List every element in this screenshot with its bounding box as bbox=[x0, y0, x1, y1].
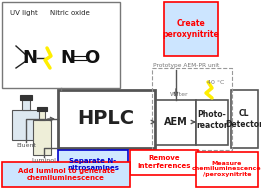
Bar bbox=[39, 110, 45, 120]
Text: Nitric oxide: Nitric oxide bbox=[50, 10, 90, 16]
Text: 40 °C: 40 °C bbox=[207, 80, 225, 85]
Text: Remove
interferences: Remove interferences bbox=[137, 156, 191, 169]
Text: Photo-
reactor: Photo- reactor bbox=[196, 110, 228, 130]
Bar bbox=[37, 107, 47, 111]
Text: N: N bbox=[22, 49, 38, 67]
Text: Create
peroxynitrite: Create peroxynitrite bbox=[163, 19, 220, 39]
Bar bbox=[20, 95, 32, 100]
Text: UV light: UV light bbox=[10, 10, 38, 16]
Bar bbox=[231, 90, 258, 148]
Text: Eluent: Eluent bbox=[16, 143, 36, 148]
Text: Separate N-
nitrosamines: Separate N- nitrosamines bbox=[67, 157, 119, 170]
Bar bbox=[196, 100, 228, 145]
Bar bbox=[2, 2, 120, 88]
Text: HPLC: HPLC bbox=[78, 109, 135, 129]
Bar bbox=[12, 110, 40, 140]
Bar bbox=[156, 100, 196, 145]
Bar bbox=[164, 2, 218, 56]
Bar bbox=[2, 162, 130, 187]
Text: Measure
chemiluminescence
/peroxynitrite: Measure chemiluminescence /peroxynitrite bbox=[192, 161, 261, 177]
Text: CL
Detector: CL Detector bbox=[225, 109, 261, 129]
Bar bbox=[58, 150, 128, 178]
Bar bbox=[33, 120, 51, 155]
Text: AEM: AEM bbox=[164, 117, 188, 127]
Text: N: N bbox=[61, 49, 75, 67]
Text: Add luminol to generate
chemiluminescence: Add luminol to generate chemiluminescenc… bbox=[17, 167, 115, 180]
Bar bbox=[58, 90, 155, 148]
Text: Prototype AEM-PR unit: Prototype AEM-PR unit bbox=[153, 63, 219, 68]
Bar bbox=[130, 150, 198, 175]
Bar bbox=[22, 98, 30, 110]
Text: Luminol: Luminol bbox=[32, 158, 56, 163]
Text: O: O bbox=[84, 49, 100, 67]
Text: Water: Water bbox=[170, 92, 189, 97]
Bar bbox=[196, 152, 258, 187]
Bar bbox=[152, 68, 232, 150]
